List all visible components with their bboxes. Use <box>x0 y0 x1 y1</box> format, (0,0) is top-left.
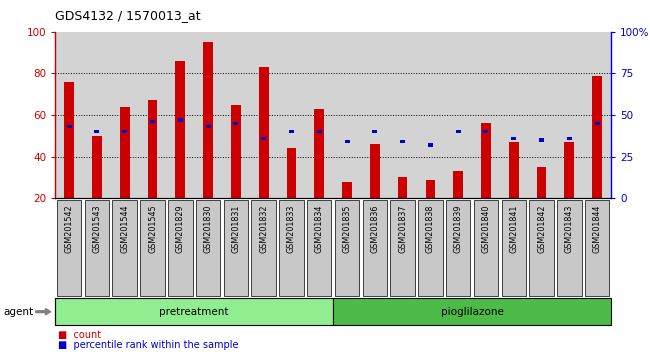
Text: GSM201835: GSM201835 <box>343 205 352 253</box>
Bar <box>317 130 322 133</box>
Bar <box>233 122 239 125</box>
Bar <box>344 140 350 143</box>
Text: GSM201837: GSM201837 <box>398 205 407 253</box>
FancyBboxPatch shape <box>502 200 526 296</box>
Text: agent: agent <box>3 307 33 317</box>
FancyBboxPatch shape <box>557 200 582 296</box>
Bar <box>456 130 461 133</box>
FancyBboxPatch shape <box>363 200 387 296</box>
Bar <box>453 171 463 198</box>
Text: GSM201839: GSM201839 <box>454 205 463 253</box>
Bar <box>120 107 129 198</box>
Bar <box>372 130 377 133</box>
Bar <box>400 140 405 143</box>
Text: GSM201843: GSM201843 <box>565 205 574 253</box>
FancyBboxPatch shape <box>112 200 137 296</box>
Bar <box>509 142 519 198</box>
Text: GSM201838: GSM201838 <box>426 205 435 253</box>
Bar <box>178 118 183 122</box>
Bar <box>64 82 74 198</box>
Bar <box>567 137 572 140</box>
Text: GSM201842: GSM201842 <box>537 205 546 253</box>
Text: GSM201829: GSM201829 <box>176 205 185 253</box>
Bar <box>426 179 436 198</box>
Bar <box>595 122 599 125</box>
Text: GSM201831: GSM201831 <box>231 205 240 253</box>
Text: ■  percentile rank within the sample: ■ percentile rank within the sample <box>58 340 239 350</box>
Bar <box>231 105 240 198</box>
Bar <box>94 130 99 133</box>
FancyBboxPatch shape <box>57 200 81 296</box>
Bar <box>370 144 380 198</box>
Bar <box>428 143 433 147</box>
Text: GSM201545: GSM201545 <box>148 205 157 253</box>
Bar <box>287 148 296 198</box>
Bar <box>261 137 266 140</box>
Bar <box>564 142 574 198</box>
Text: GSM201543: GSM201543 <box>92 205 101 253</box>
Bar <box>342 182 352 198</box>
Text: GSM201841: GSM201841 <box>509 205 518 253</box>
Bar <box>539 138 544 142</box>
Bar <box>289 130 294 133</box>
FancyBboxPatch shape <box>280 200 304 296</box>
Text: GSM201836: GSM201836 <box>370 205 380 253</box>
Text: pretreatment: pretreatment <box>159 307 229 317</box>
Bar <box>148 101 157 198</box>
Text: GSM201833: GSM201833 <box>287 205 296 253</box>
Text: GSM201542: GSM201542 <box>64 205 73 253</box>
Text: GSM201844: GSM201844 <box>593 205 602 253</box>
Bar <box>67 125 72 129</box>
Bar <box>484 130 488 133</box>
Bar <box>481 124 491 198</box>
Bar <box>176 61 185 198</box>
Text: GSM201832: GSM201832 <box>259 205 268 253</box>
FancyBboxPatch shape <box>474 200 498 296</box>
FancyBboxPatch shape <box>168 200 192 296</box>
FancyBboxPatch shape <box>529 200 554 296</box>
Bar <box>398 177 408 198</box>
Bar <box>205 125 211 129</box>
Bar <box>537 167 547 198</box>
Text: GSM201834: GSM201834 <box>315 205 324 253</box>
FancyBboxPatch shape <box>391 200 415 296</box>
Bar <box>512 137 516 140</box>
Bar <box>150 120 155 123</box>
Text: pioglilazone: pioglilazone <box>441 307 504 317</box>
FancyBboxPatch shape <box>224 200 248 296</box>
Bar <box>122 130 127 133</box>
Text: ■  count: ■ count <box>58 330 101 340</box>
Text: GSM201544: GSM201544 <box>120 205 129 253</box>
Bar <box>259 67 268 198</box>
Bar <box>592 75 602 198</box>
Bar <box>315 109 324 198</box>
FancyBboxPatch shape <box>335 200 359 296</box>
Bar <box>92 136 102 198</box>
Text: GDS4132 / 1570013_at: GDS4132 / 1570013_at <box>55 9 201 22</box>
FancyBboxPatch shape <box>585 200 609 296</box>
Text: GSM201840: GSM201840 <box>482 205 491 253</box>
FancyBboxPatch shape <box>446 200 471 296</box>
Bar <box>203 42 213 198</box>
FancyBboxPatch shape <box>418 200 443 296</box>
FancyBboxPatch shape <box>252 200 276 296</box>
FancyBboxPatch shape <box>140 200 164 296</box>
FancyBboxPatch shape <box>196 200 220 296</box>
Text: GSM201830: GSM201830 <box>203 205 213 253</box>
FancyBboxPatch shape <box>84 200 109 296</box>
FancyBboxPatch shape <box>307 200 332 296</box>
